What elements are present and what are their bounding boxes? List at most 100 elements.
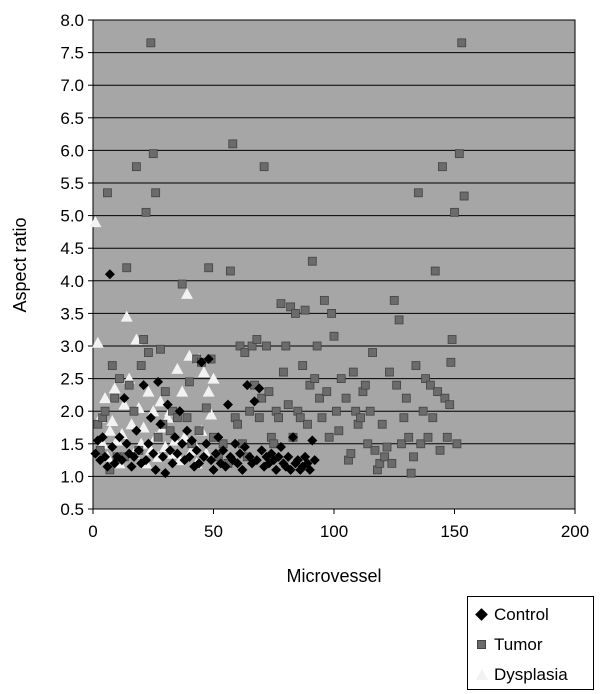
legend-label-tumor: Tumor [494,635,543,654]
y-tick-label: 2.0 [60,402,84,421]
tumor-point [129,406,139,416]
x-axis-tick-labels: 0 50 100 150 200 [88,522,589,541]
control-point [114,432,125,443]
dysplasia-point [99,392,112,404]
y-tick-label: 1.0 [60,467,84,486]
legend-label-dysplasia: Dysplasia [494,665,568,684]
control-point [186,435,197,446]
control-point [145,412,156,423]
tumor-point [274,413,283,423]
control-point [157,451,168,462]
tumor-point [418,406,428,416]
tumor-point [442,432,452,442]
tumor-point [291,308,300,318]
tumor-point [305,380,315,390]
tumor-point [368,348,377,357]
control-point [218,445,229,456]
tumor-point [269,439,279,449]
control-point [242,380,253,391]
legend: Control Tumor Dysplasia [467,596,594,690]
tumor-point [151,188,161,198]
legend-entry-tumor: Tumor [474,631,593,659]
control-point [169,432,180,443]
control-point [153,376,164,387]
tumor-point [360,380,370,390]
x-tick-label: 200 [561,522,589,541]
control-point [304,464,315,475]
plot-area [92,19,576,510]
tumor-point [276,299,286,309]
tumor-point [346,449,356,458]
y-tick-label: 3.0 [60,337,84,356]
y-tick-label: 7.0 [60,76,84,95]
dysplasia-point [111,434,124,446]
tumor-point [228,139,238,149]
tumor-point [204,263,214,273]
tumor-point [428,413,438,423]
x-tick-label: 50 [204,522,223,541]
x-tick-label: 150 [440,522,468,541]
tumor-point [93,419,103,429]
tumor-point [452,439,462,449]
square-marker-icon [474,637,490,653]
control-point [239,442,250,453]
y-axis-tick-labels: 0.5 1.0 1.5 2.0 2.5 3.0 3.5 4.0 4.5 5.0 5.5 6.0 6.5 7… [60,11,84,519]
control-point [150,464,161,475]
tumor-point [225,266,235,276]
control-point [213,432,224,443]
tumor-point [329,331,339,341]
tumor-point [430,266,440,276]
control-point [141,455,152,466]
tumor-point [144,348,153,357]
tumor-point [365,406,375,416]
dysplasia-point [197,366,210,378]
dysplasia-point [106,414,119,426]
y-tick-label: 4.5 [60,239,84,258]
tumor-point [399,413,409,423]
control-point [198,451,209,462]
control-point [232,458,243,469]
tumor-point [377,419,387,429]
dysplasia-point [120,310,133,322]
dysplasia-point [108,382,121,394]
dysplasia-point [202,385,215,397]
tumor-point [312,341,322,351]
control-point [275,442,286,453]
y-tick-label: 5.0 [60,207,84,226]
tumor-point [454,149,464,159]
tumor-point [201,403,211,413]
tumor-point [295,413,305,423]
control-point [143,438,154,449]
tumor-point [324,432,334,442]
control-point [210,448,221,459]
y-tick-label: 6.5 [60,109,84,128]
tumor-point [334,426,344,436]
triangle-marker-icon [474,667,490,683]
tumor-point [100,406,110,416]
tumor-point [131,162,141,172]
y-tick-label: 7.5 [60,44,84,63]
y-tick-label: 4.0 [60,272,84,291]
tumor-point [389,295,399,305]
tumor-point [315,393,324,403]
control-point [307,435,318,446]
tumor-point [124,380,134,390]
dysplasia-point [91,336,104,348]
control-point [184,451,195,462]
control-point [104,269,115,280]
legend-entry-control: Control [474,601,593,629]
dysplasia-point [205,408,218,420]
tumor-point [322,387,332,397]
control-point [222,399,233,410]
tumor-point [303,419,312,429]
tumor-point [300,305,310,315]
dysplasia-point [89,216,102,228]
tumor-point [259,162,269,172]
tumor-point [307,256,317,266]
control-point [155,419,166,430]
tumor-point [317,413,327,423]
tumor-point [450,207,459,217]
y-tick-label: 0.5 [60,500,84,519]
x-axis-title: Microvessel [286,566,381,586]
control-point [174,406,185,417]
